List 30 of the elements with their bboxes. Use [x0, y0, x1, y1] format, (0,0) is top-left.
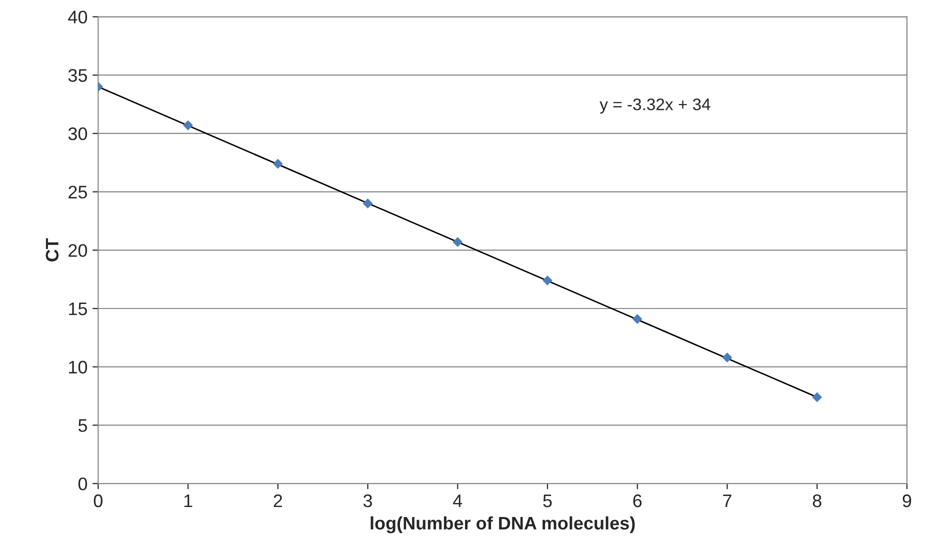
y-tick-label: 5 — [78, 419, 87, 432]
annotation: y = -3.32x + 34 — [600, 98, 710, 114]
y-tick-label: 20 — [68, 244, 88, 257]
y-tick-label: 35 — [68, 69, 88, 82]
x-tick-label: 0 — [94, 494, 102, 508]
x-tick-label: 7 — [723, 494, 732, 508]
y-tick-label: 30 — [68, 127, 88, 140]
x-tick-label: 8 — [812, 494, 822, 508]
x-tick-label: 1 — [184, 494, 192, 508]
y-tick-label: 25 — [68, 186, 88, 199]
y-tick-label: 40 — [68, 10, 88, 24]
y-tick-label: 15 — [69, 302, 88, 316]
point — [452, 237, 462, 247]
x-tick-label: 2 — [274, 494, 282, 508]
point — [183, 120, 193, 130]
point — [273, 158, 283, 169]
x-tick-label: 4 — [453, 494, 462, 508]
point — [812, 392, 822, 402]
x-tick-label: 6 — [633, 494, 642, 508]
point — [542, 276, 552, 286]
y-tick-label: 10 — [69, 360, 88, 374]
x-tick-label: 9 — [902, 494, 912, 508]
x-tick-label: 5 — [543, 494, 552, 508]
y-axis-title: CT — [46, 238, 59, 262]
point — [362, 198, 373, 208]
y-tick-label: 0 — [78, 477, 88, 490]
point — [722, 352, 732, 362]
point — [632, 314, 642, 324]
x-tick-label: 3 — [363, 494, 372, 508]
x-axis-title: log(Number of DNA molecules) — [370, 516, 635, 534]
